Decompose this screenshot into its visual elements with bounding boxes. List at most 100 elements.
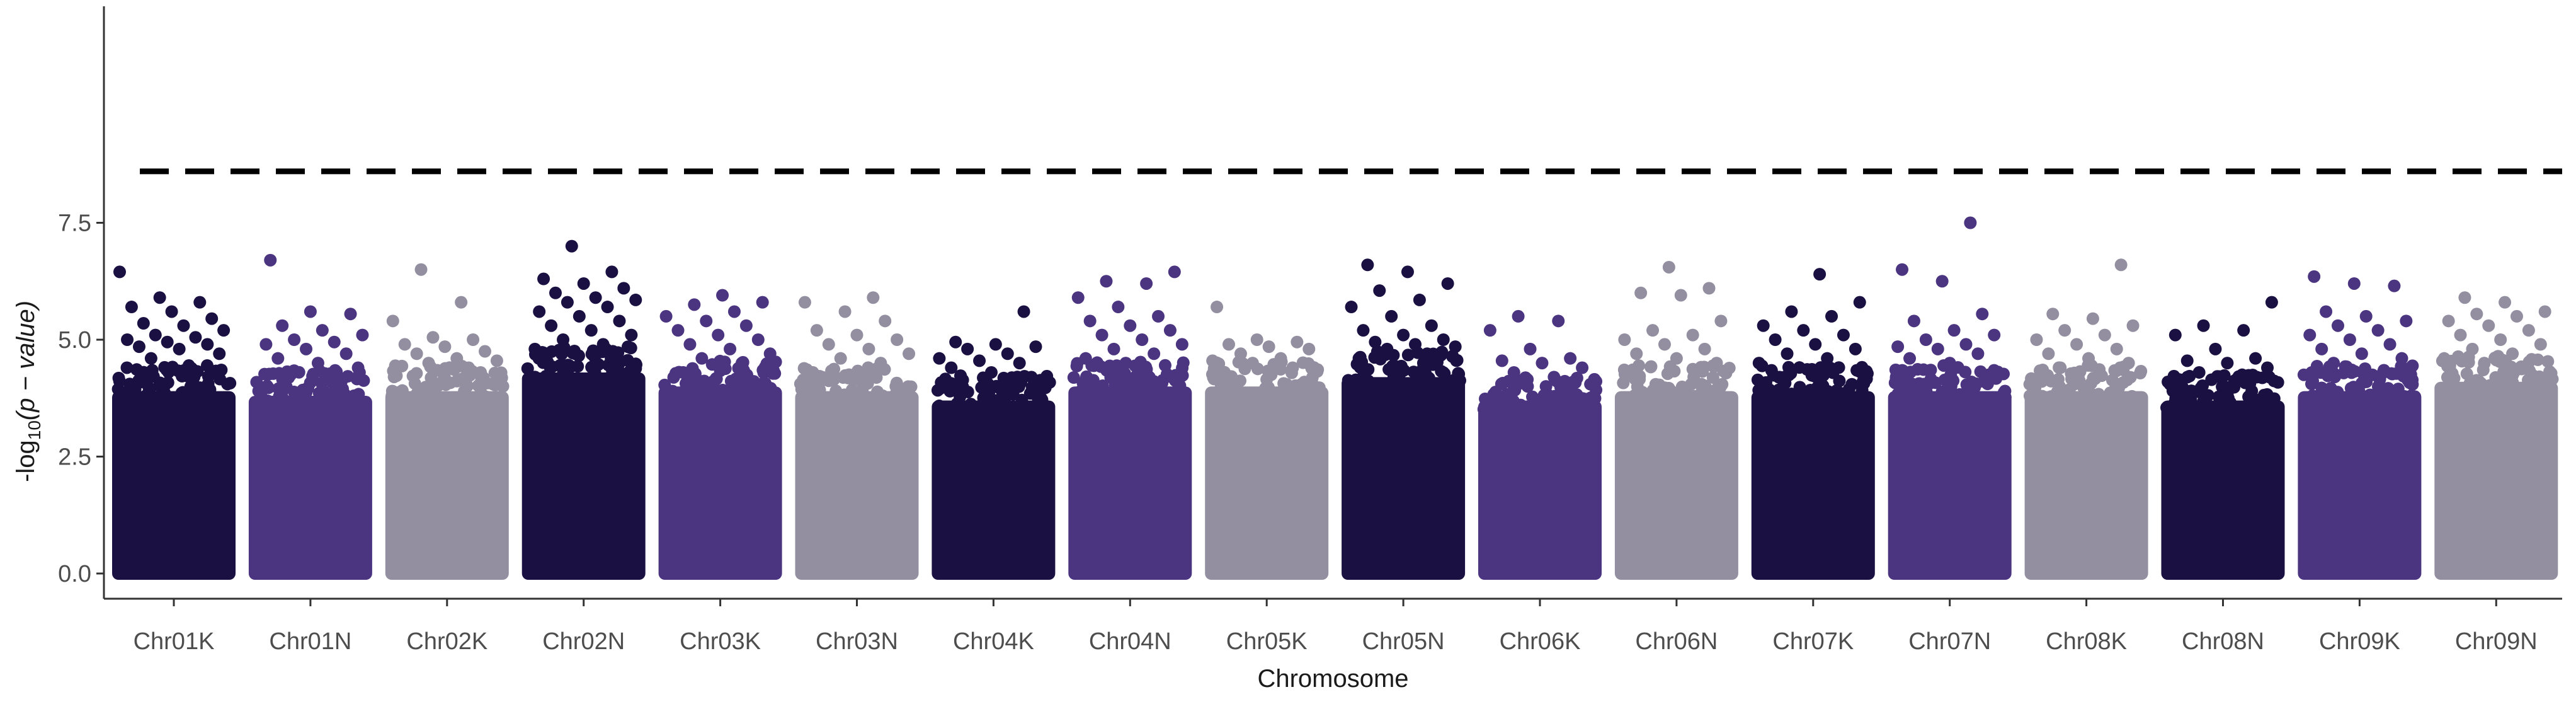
snp-point — [1029, 340, 1042, 354]
snp-point — [1277, 377, 1291, 390]
snp-point — [2303, 328, 2317, 342]
snp-point — [1781, 347, 1794, 360]
snp-point — [1495, 354, 1508, 367]
snp-point — [528, 371, 542, 384]
snp-point — [1889, 370, 1903, 383]
snp-point — [162, 366, 175, 379]
snp-point — [1002, 388, 1015, 401]
snp-point — [2539, 378, 2553, 391]
snp-point — [2113, 393, 2126, 406]
snp-point — [1449, 340, 1462, 354]
snp-point — [954, 369, 967, 383]
chromosome-column — [248, 396, 372, 580]
snp-point — [521, 362, 534, 375]
snp-point — [1813, 268, 1827, 281]
snp-point — [601, 301, 614, 314]
snp-point — [334, 391, 347, 404]
snp-point — [1345, 301, 1358, 314]
snp-point — [2092, 388, 2106, 401]
snp-point — [1526, 400, 1539, 413]
snp-point — [1166, 371, 1180, 384]
snp-point — [1821, 352, 1834, 365]
snp-point — [528, 342, 542, 355]
snp-point — [2359, 309, 2373, 323]
snp-point — [488, 366, 501, 379]
snp-point — [1067, 371, 1080, 384]
snp-point — [589, 291, 602, 304]
snp-point — [418, 391, 431, 404]
snp-point — [1373, 284, 1386, 297]
y-axis-ticks: 0.0 2.5 5.0 7.5 — [58, 210, 104, 587]
snp-point — [1891, 340, 1905, 354]
snp-point — [358, 398, 371, 411]
snp-point — [612, 346, 625, 359]
snp-point — [341, 370, 355, 383]
snp-point — [1919, 333, 1932, 346]
snp-point — [1834, 386, 1847, 400]
snp-point — [2343, 333, 2356, 346]
snp-point — [1617, 376, 1630, 389]
x-tick-label: Chr09N — [2455, 628, 2538, 655]
snp-point — [2233, 401, 2247, 415]
snp-point — [879, 314, 892, 328]
snp-point — [2248, 393, 2262, 406]
snp-point — [1757, 319, 1770, 332]
snp-point — [459, 391, 472, 405]
snp-point — [276, 319, 289, 332]
snp-point — [756, 296, 769, 309]
snp-point — [1644, 360, 1658, 374]
snp-point — [871, 385, 884, 398]
snp-point — [205, 312, 219, 325]
snp-point — [1086, 385, 1100, 398]
snp-point — [945, 361, 958, 374]
snp-point — [1617, 363, 1631, 376]
snp-point — [545, 319, 558, 332]
snp-point — [264, 253, 277, 267]
snp-point — [724, 342, 737, 355]
snp-point — [188, 389, 201, 403]
snp-point — [1662, 260, 1675, 274]
snp-point — [1119, 357, 1132, 370]
snp-point — [351, 361, 365, 374]
snp-point — [1947, 324, 1961, 337]
snp-point — [187, 378, 200, 391]
snp-point — [1240, 388, 1253, 401]
snp-point — [2181, 371, 2194, 384]
snp-point — [1752, 391, 1765, 404]
snp-point — [705, 358, 719, 371]
snp-point — [1401, 265, 1414, 279]
snp-point — [489, 379, 502, 392]
snp-point — [669, 367, 682, 380]
snp-point — [1854, 365, 1867, 378]
snp-point — [984, 366, 998, 379]
snp-point — [2406, 359, 2419, 372]
snp-point — [455, 296, 468, 309]
snp-point — [1920, 384, 1933, 398]
snp-point — [862, 342, 875, 355]
snp-point — [1437, 333, 1450, 346]
snp-point — [1631, 380, 1644, 393]
snp-point — [682, 388, 695, 401]
snp-point — [973, 354, 986, 367]
snp-point — [605, 265, 618, 279]
snp-point — [1924, 364, 1937, 377]
snp-point — [1793, 381, 1806, 394]
snp-point — [145, 394, 159, 407]
snp-point — [2371, 324, 2385, 337]
x-tick-label: Chr07K — [1772, 628, 1854, 655]
snp-point — [838, 305, 852, 318]
y-tick-label: 0.0 — [58, 561, 91, 587]
snp-point — [2315, 342, 2328, 355]
snp-point — [2169, 328, 2182, 342]
snp-point — [2122, 357, 2135, 370]
snp-point — [798, 296, 811, 309]
chromosome-column — [1342, 377, 1466, 580]
chromosome-column — [658, 386, 782, 580]
snp-point — [1286, 361, 1299, 374]
snp-point — [2462, 355, 2475, 369]
snp-point — [1814, 361, 1827, 374]
snp-point — [716, 383, 729, 396]
snp-point — [1564, 352, 1577, 365]
snp-point — [607, 365, 620, 378]
snp-point — [2267, 374, 2281, 388]
